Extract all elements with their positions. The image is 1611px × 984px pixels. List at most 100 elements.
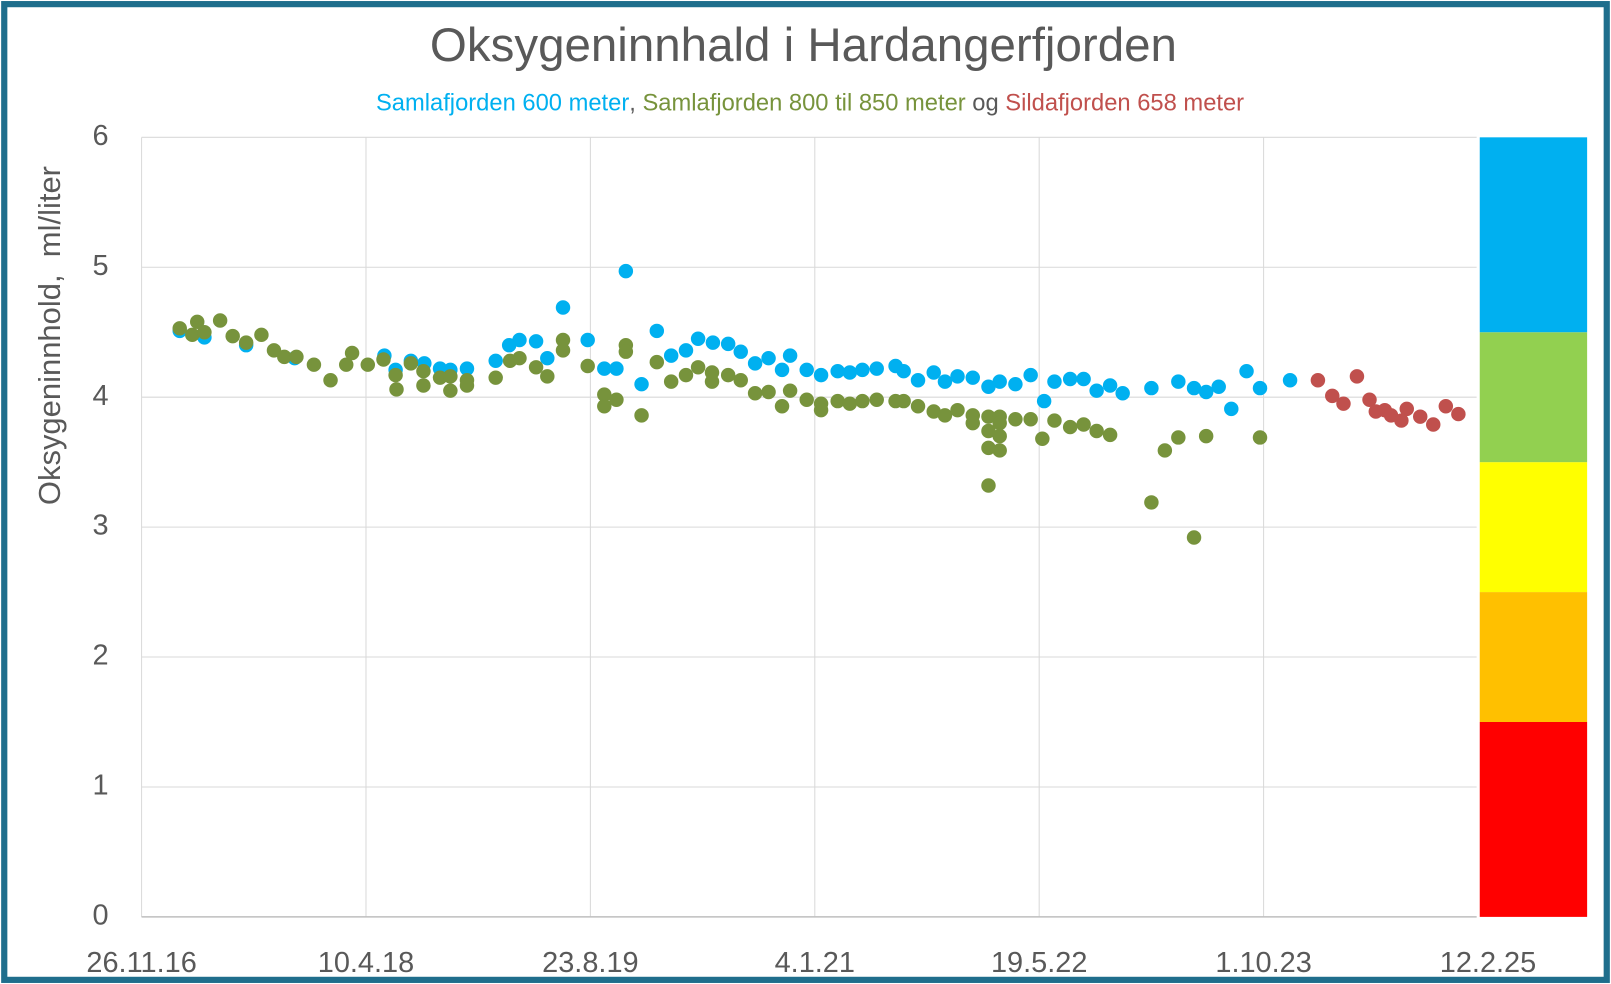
- data-point: [910, 399, 926, 414]
- data-point: [1171, 374, 1186, 389]
- data-point: [1362, 392, 1377, 408]
- subtitle: Samlafjorden 600 meter, Samlafjorden 800…: [343, 91, 1264, 117]
- data-point: [1399, 401, 1414, 417]
- data-point: [1239, 363, 1254, 379]
- data-point: [1438, 399, 1454, 414]
- data-point: [981, 423, 996, 439]
- data-point: [609, 392, 624, 408]
- data-point: [197, 324, 212, 340]
- data-point: [1413, 409, 1428, 424]
- data-point: [185, 327, 200, 343]
- data-point: [992, 443, 1007, 458]
- data-point: [238, 335, 254, 350]
- data-point: [774, 399, 790, 414]
- x-tick-label: 1.10.23: [1215, 947, 1311, 979]
- data-point: [172, 321, 187, 336]
- data-point: [459, 361, 475, 376]
- data-point: [555, 332, 571, 348]
- x-tick-label: 4.1.21: [775, 947, 855, 979]
- data-point: [540, 369, 555, 384]
- x-tick-label: 12.2.25: [1440, 947, 1536, 979]
- data-point: [733, 373, 748, 388]
- y-tick-label: 6: [92, 120, 108, 152]
- data-point: [720, 336, 736, 352]
- data-point: [733, 344, 748, 359]
- data-point: [1451, 406, 1466, 422]
- threshold-band: [1479, 592, 1588, 722]
- data-point: [1144, 495, 1159, 510]
- data-point: [416, 363, 431, 379]
- data-point: [855, 362, 870, 378]
- data-point: [690, 331, 706, 346]
- data-point: [926, 404, 941, 419]
- data-point: [782, 348, 798, 363]
- data-point: [306, 357, 322, 372]
- x-tick-label: 26.11.16: [86, 947, 196, 979]
- data-point: [1282, 373, 1298, 388]
- y-tick-label: 3: [92, 510, 108, 542]
- data-point: [1062, 371, 1078, 387]
- data-point: [1144, 380, 1159, 396]
- data-point: [1426, 417, 1441, 432]
- data-point: [663, 348, 679, 363]
- data-point: [618, 344, 634, 359]
- data-point: [690, 360, 706, 375]
- data-point: [1089, 423, 1104, 439]
- data-point: [597, 399, 612, 414]
- data-point: [1252, 380, 1268, 396]
- data-point: [981, 409, 996, 424]
- data-point: [1076, 371, 1091, 387]
- data-point: [950, 369, 965, 384]
- x-tick-label: 23.8.19: [542, 947, 638, 979]
- y-tick-label: 2: [92, 640, 108, 672]
- data-point: [649, 354, 665, 370]
- data-point: [981, 379, 996, 395]
- data-point: [1310, 373, 1326, 388]
- data-point: [705, 335, 721, 350]
- data-point: [965, 415, 981, 431]
- chart-title: Oksygeninnhald i Hardangerfjorden: [430, 19, 1177, 72]
- data-point: [1198, 428, 1214, 444]
- data-point: [212, 313, 228, 328]
- y-tick-label: 5: [92, 250, 108, 282]
- subtitle-separator: ,: [629, 91, 642, 117]
- data-point: [540, 350, 555, 366]
- data-point: [981, 478, 996, 493]
- data-point: [782, 383, 798, 398]
- data-point: [663, 374, 679, 389]
- data-point: [981, 440, 996, 456]
- data-point: [1325, 388, 1340, 404]
- data-point: [830, 363, 845, 379]
- data-point: [512, 350, 527, 366]
- data-point: [1102, 378, 1118, 393]
- data-point: [992, 374, 1007, 389]
- data-point: [1023, 412, 1038, 427]
- data-point: [555, 300, 571, 315]
- data-point: [528, 334, 544, 349]
- data-point: [761, 384, 776, 400]
- data-point: [649, 323, 665, 339]
- data-point: [634, 408, 649, 423]
- data-point: [618, 263, 634, 279]
- data-point: [1089, 383, 1104, 398]
- data-point: [1211, 379, 1226, 395]
- data-point: [488, 353, 503, 369]
- data-point: [813, 367, 829, 383]
- data-point: [1008, 412, 1023, 427]
- data-point: [1198, 384, 1214, 400]
- data-point: [459, 378, 475, 393]
- data-point: [443, 383, 458, 398]
- data-point: [842, 365, 858, 380]
- data-point: [360, 357, 376, 372]
- y-tick-label: 4: [92, 380, 108, 412]
- threshold-band: [1479, 137, 1588, 333]
- data-point: [388, 367, 403, 383]
- threshold-band: [1479, 721, 1588, 917]
- data-point: [761, 350, 776, 366]
- data-point: [289, 349, 304, 365]
- data-point: [1349, 369, 1365, 384]
- data-point: [799, 392, 814, 408]
- data-point: [1102, 427, 1118, 443]
- data-point: [747, 386, 763, 401]
